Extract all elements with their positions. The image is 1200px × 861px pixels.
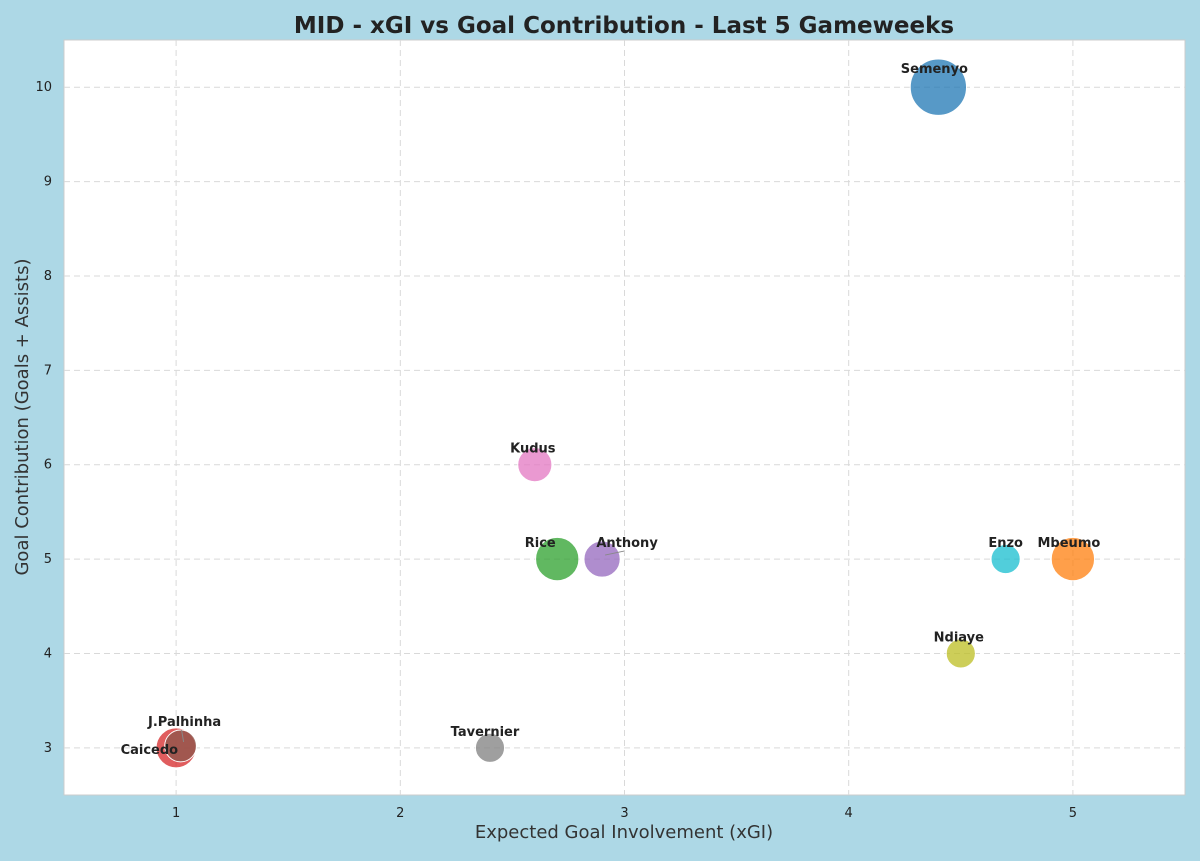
y-tick-label: 8 <box>44 269 52 284</box>
label-leader-line <box>604 550 625 556</box>
data-point-enzo <box>990 543 1021 575</box>
point-label: Tavernier <box>451 725 520 740</box>
label-leader-line <box>181 729 185 743</box>
data-point-rice <box>535 536 580 582</box>
y-tick-label: 6 <box>44 458 52 473</box>
x-axis-label: Expected Goal Involvement (xGI) <box>475 822 773 843</box>
x-tick-label: 5 <box>1069 806 1077 821</box>
data-point-j-palhinha <box>164 729 197 763</box>
y-tick-label: 9 <box>44 175 52 190</box>
point-label: Semenyo <box>901 62 968 77</box>
grid <box>64 40 1185 795</box>
y-tick-label: 5 <box>44 552 52 567</box>
x-tick-label: 1 <box>172 806 180 821</box>
point-labels: Semenyo Mbeumo Rice Caicedo Anthony J.Palhinh… <box>121 62 1101 758</box>
point-label: Rice <box>525 536 556 551</box>
point-label: J.Palhinha <box>147 715 221 730</box>
x-tick-label: 4 <box>845 806 853 821</box>
y-tick-label: 10 <box>35 80 52 95</box>
data-point-kudus <box>517 447 553 483</box>
y-tick-label: 3 <box>44 741 52 756</box>
data-point-ndiaye <box>945 638 976 669</box>
data-point-anthony <box>583 540 621 578</box>
point-label: Kudus <box>510 442 556 457</box>
y-tick-label: 7 <box>44 363 52 378</box>
data-points <box>155 58 1096 769</box>
x-tick-label: 3 <box>620 806 628 821</box>
y-tick-label: 4 <box>44 646 52 661</box>
chart-title: MID - xGI vs Goal Contribution - Last 5 … <box>294 13 954 39</box>
data-point-mbeumo <box>1050 536 1096 582</box>
y-axis-label: Goal Contribution (Goals + Assists) <box>12 258 33 575</box>
point-label: Enzo <box>988 536 1023 551</box>
point-label: Caicedo <box>121 743 179 758</box>
data-point-tavernier <box>474 732 506 763</box>
point-label: Ndiaye <box>934 630 984 645</box>
point-label: Anthony <box>596 536 658 551</box>
axis-ticks: 1 2 3 4 5 3 4 5 6 7 8 9 10 <box>35 80 1077 821</box>
point-label: Mbeumo <box>1038 536 1101 551</box>
data-point-semenyo <box>909 58 968 116</box>
x-tick-label: 2 <box>396 806 404 821</box>
